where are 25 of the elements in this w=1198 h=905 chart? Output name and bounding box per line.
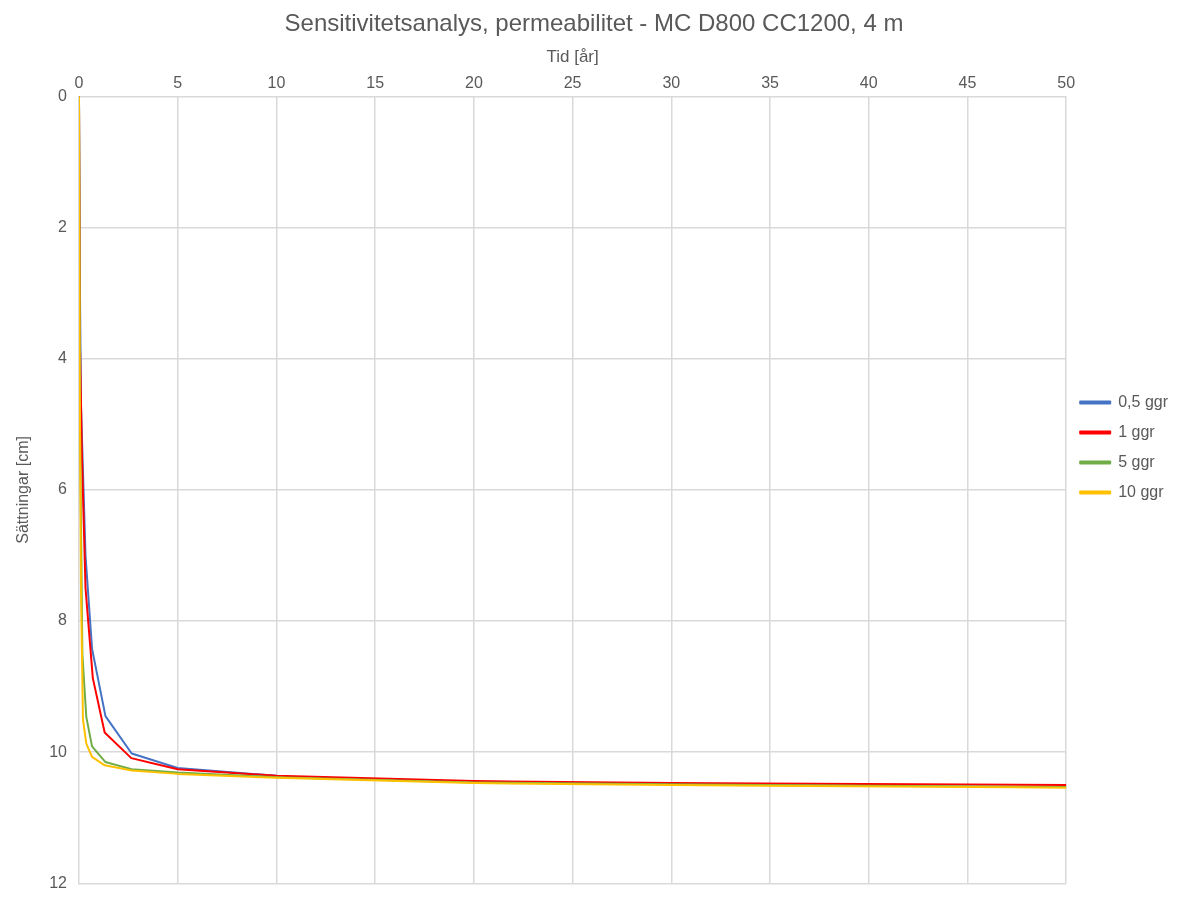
legend-label: 1 ggr <box>1118 422 1156 440</box>
legend-label: 5 ggr <box>1118 452 1156 470</box>
y-tick-label: 4 <box>58 349 68 367</box>
x-tick-label: 50 <box>1057 74 1076 92</box>
y-tick-label: 6 <box>58 480 68 498</box>
x-tick-label: 35 <box>761 74 780 92</box>
y-tick-label: 8 <box>58 611 68 629</box>
x-tick-label: 25 <box>563 74 582 92</box>
y-tick-label: 0 <box>58 86 68 104</box>
x-axis-title: Tid [år] <box>546 46 599 66</box>
y-axis-title: Sättningar [cm] <box>14 436 32 544</box>
y-tick-label: 10 <box>49 742 68 760</box>
legend-label: 10 ggr <box>1118 482 1165 500</box>
x-tick-label: 15 <box>366 74 385 92</box>
x-tick-label: 40 <box>859 74 878 92</box>
chart-title: Sensitivitetsanalys, permeabilitet - MC D800 CC1200, 4 m <box>284 9 904 37</box>
x-tick-label: 30 <box>662 74 681 92</box>
x-tick-label: 45 <box>958 74 977 92</box>
legend-label: 0,5 ggr <box>1118 392 1169 410</box>
x-tick-label: 20 <box>464 74 483 92</box>
y-tick-label: 12 <box>49 873 68 891</box>
x-tick-label: 5 <box>173 74 183 92</box>
x-tick-label: 0 <box>74 74 84 92</box>
y-tick-label: 2 <box>58 217 68 235</box>
x-tick-label: 10 <box>267 74 286 92</box>
